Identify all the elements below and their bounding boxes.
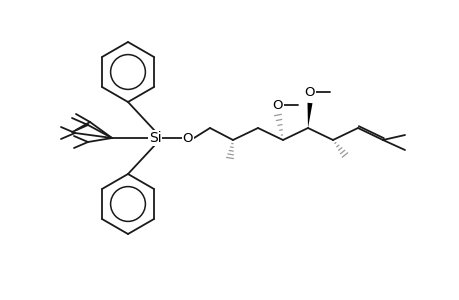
Polygon shape — [307, 103, 312, 128]
Text: O: O — [304, 85, 314, 98]
Text: O: O — [272, 98, 283, 112]
Text: Si: Si — [148, 131, 161, 145]
Text: O: O — [182, 131, 193, 145]
